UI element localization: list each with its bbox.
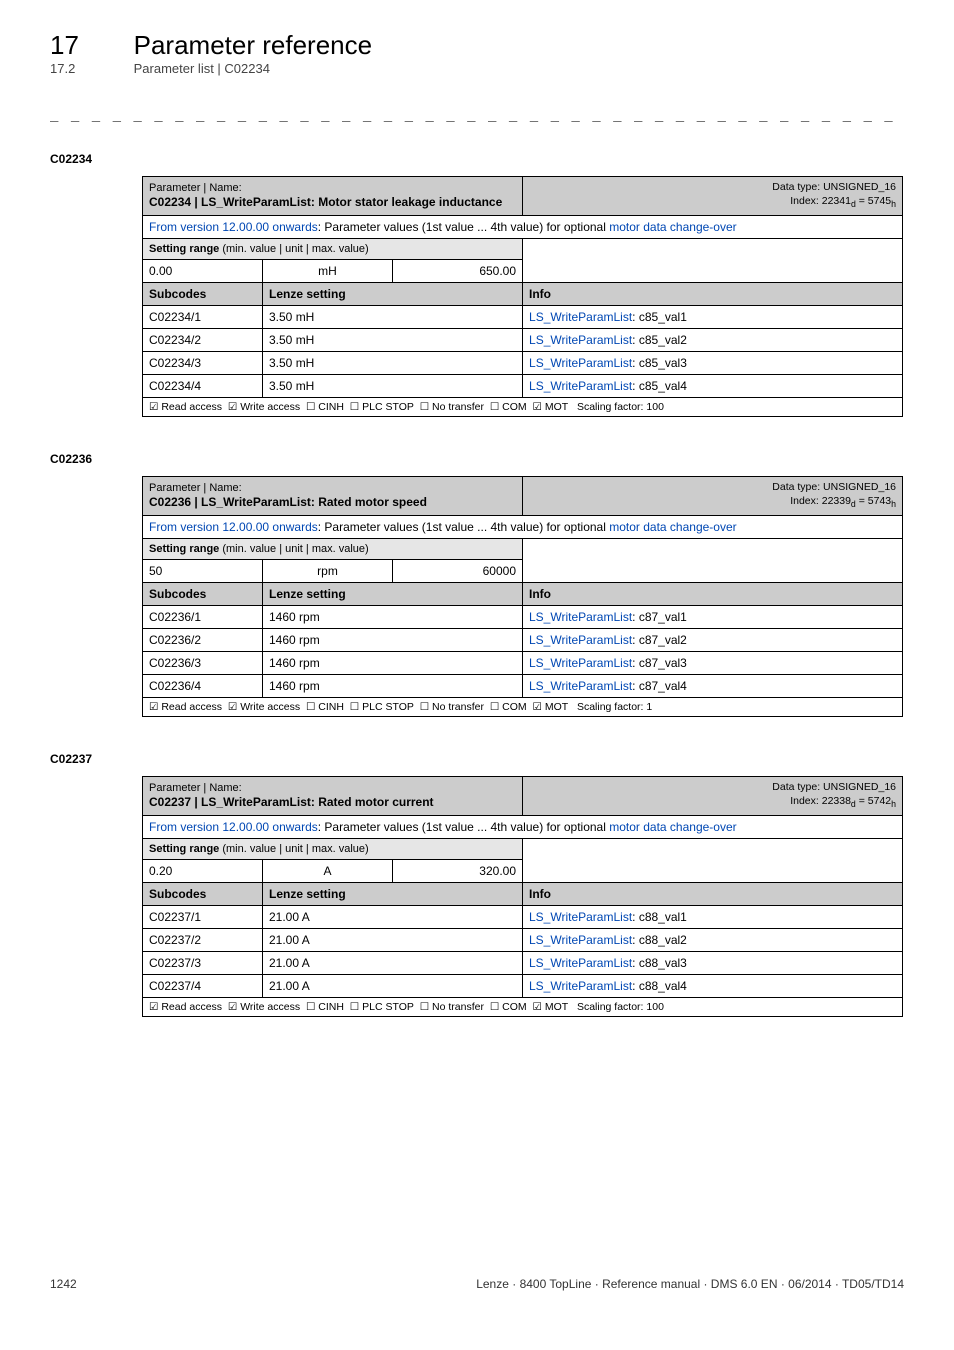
footer-doc-info: Lenze · 8400 TopLine · Reference manual … [476, 1277, 904, 1291]
subcode-cell: C02237/3 [143, 951, 263, 974]
lenze-setting-cell: 1460 rpm [263, 651, 523, 674]
lenze-setting-cell: 21.00 A [263, 905, 523, 928]
section-number: 17.2 [50, 61, 130, 76]
subcode-cell: C02236/1 [143, 605, 263, 628]
lenze-setting-cell: 3.50 mH [263, 351, 523, 374]
table-row: C02236/21460 rpmLS_WriteParamList: c87_v… [143, 628, 903, 651]
param-title-cell: Parameter | Name:C02234 | LS_WriteParamL… [143, 177, 523, 216]
setting-range-header: Setting range (min. value | unit | max. … [143, 838, 523, 859]
parameter-table: Parameter | Name:C02236 | LS_WriteParamL… [142, 476, 903, 717]
section-title: Parameter list | C02234 [134, 61, 270, 76]
info-cell: LS_WriteParamList: c85_val4 [523, 374, 903, 397]
subcodes-header: Subcodes [143, 582, 263, 605]
datatype-cell: Data type: UNSIGNED_16Index: 22338d = 57… [523, 776, 903, 815]
from-version-cell: From version 12.00.00 onwards: Parameter… [143, 515, 903, 538]
chapter-title: Parameter reference [134, 30, 372, 61]
lenze-header: Lenze setting [263, 282, 523, 305]
setting-range-blank [523, 538, 903, 582]
lenze-setting-cell: 1460 rpm [263, 605, 523, 628]
info-cell: LS_WriteParamList: c88_val2 [523, 928, 903, 951]
subcode-cell: C02234/1 [143, 305, 263, 328]
info-header: Info [523, 882, 903, 905]
lenze-setting-cell: 21.00 A [263, 974, 523, 997]
table-row: C02237/321.00 ALS_WriteParamList: c88_va… [143, 951, 903, 974]
info-header: Info [523, 282, 903, 305]
parameter-table: Parameter | Name:C02237 | LS_WriteParamL… [142, 776, 903, 1017]
subcodes-header: Subcodes [143, 882, 263, 905]
table-row: C02237/421.00 ALS_WriteParamList: c88_va… [143, 974, 903, 997]
range-max: 320.00 [393, 859, 523, 882]
section-code-heading: C02234 [50, 152, 904, 166]
page-header: 17 Parameter reference 17.2 Parameter li… [50, 30, 904, 76]
param-title-cell: Parameter | Name:C02236 | LS_WriteParamL… [143, 476, 523, 515]
info-cell: LS_WriteParamList: c85_val2 [523, 328, 903, 351]
table-row: C02236/31460 rpmLS_WriteParamList: c87_v… [143, 651, 903, 674]
table-row: C02236/41460 rpmLS_WriteParamList: c87_v… [143, 674, 903, 697]
lenze-setting-cell: 21.00 A [263, 928, 523, 951]
subcode-cell: C02237/1 [143, 905, 263, 928]
subcode-cell: C02237/2 [143, 928, 263, 951]
info-cell: LS_WriteParamList: c87_val3 [523, 651, 903, 674]
access-footer-cell: ☑ Read access ☑ Write access ☐ CINH ☐ PL… [143, 997, 903, 1016]
lenze-setting-cell: 21.00 A [263, 951, 523, 974]
subcodes-header: Subcodes [143, 282, 263, 305]
lenze-setting-cell: 1460 rpm [263, 674, 523, 697]
info-cell: LS_WriteParamList: c85_val1 [523, 305, 903, 328]
info-cell: LS_WriteParamList: c87_val1 [523, 605, 903, 628]
access-footer-cell: ☑ Read access ☑ Write access ☐ CINH ☐ PL… [143, 697, 903, 716]
info-header: Info [523, 582, 903, 605]
range-max: 60000 [393, 559, 523, 582]
subcode-cell: C02236/4 [143, 674, 263, 697]
subcode-cell: C02234/2 [143, 328, 263, 351]
info-cell: LS_WriteParamList: c87_val4 [523, 674, 903, 697]
lenze-setting-cell: 3.50 mH [263, 305, 523, 328]
lenze-setting-cell: 1460 rpm [263, 628, 523, 651]
datatype-cell: Data type: UNSIGNED_16Index: 22341d = 57… [523, 177, 903, 216]
page-footer: 1242 Lenze · 8400 TopLine · Reference ma… [50, 1277, 904, 1291]
range-min: 0.00 [143, 259, 263, 282]
table-row: C02236/11460 rpmLS_WriteParamList: c87_v… [143, 605, 903, 628]
subcode-cell: C02236/3 [143, 651, 263, 674]
range-unit: A [263, 859, 393, 882]
page-number: 1242 [50, 1277, 77, 1291]
dashed-separator: _ _ _ _ _ _ _ _ _ _ _ _ _ _ _ _ _ _ _ _ … [50, 106, 904, 122]
range-min: 0.20 [143, 859, 263, 882]
setting-range-header: Setting range (min. value | unit | max. … [143, 538, 523, 559]
range-unit: rpm [263, 559, 393, 582]
info-cell: LS_WriteParamList: c88_val3 [523, 951, 903, 974]
param-title-cell: Parameter | Name:C02237 | LS_WriteParamL… [143, 776, 523, 815]
info-cell: LS_WriteParamList: c87_val2 [523, 628, 903, 651]
table-row: C02234/13.50 mHLS_WriteParamList: c85_va… [143, 305, 903, 328]
subcode-cell: C02234/4 [143, 374, 263, 397]
lenze-setting-cell: 3.50 mH [263, 374, 523, 397]
range-max: 650.00 [393, 259, 523, 282]
subcode-cell: C02236/2 [143, 628, 263, 651]
setting-range-blank [523, 838, 903, 882]
parameter-table: Parameter | Name:C02234 | LS_WriteParamL… [142, 176, 903, 417]
subcode-cell: C02234/3 [143, 351, 263, 374]
table-row: C02237/221.00 ALS_WriteParamList: c88_va… [143, 928, 903, 951]
table-row: C02237/121.00 ALS_WriteParamList: c88_va… [143, 905, 903, 928]
from-version-cell: From version 12.00.00 onwards: Parameter… [143, 815, 903, 838]
chapter-number: 17 [50, 30, 130, 61]
from-version-cell: From version 12.00.00 onwards: Parameter… [143, 215, 903, 238]
subcode-cell: C02237/4 [143, 974, 263, 997]
lenze-header: Lenze setting [263, 582, 523, 605]
datatype-cell: Data type: UNSIGNED_16Index: 22339d = 57… [523, 476, 903, 515]
section-code-heading: C02237 [50, 752, 904, 766]
lenze-header: Lenze setting [263, 882, 523, 905]
range-unit: mH [263, 259, 393, 282]
info-cell: LS_WriteParamList: c88_val1 [523, 905, 903, 928]
table-row: C02234/43.50 mHLS_WriteParamList: c85_va… [143, 374, 903, 397]
access-footer-cell: ☑ Read access ☑ Write access ☐ CINH ☐ PL… [143, 397, 903, 416]
section-code-heading: C02236 [50, 452, 904, 466]
table-row: C02234/33.50 mHLS_WriteParamList: c85_va… [143, 351, 903, 374]
info-cell: LS_WriteParamList: c85_val3 [523, 351, 903, 374]
setting-range-header: Setting range (min. value | unit | max. … [143, 238, 523, 259]
table-row: C02234/23.50 mHLS_WriteParamList: c85_va… [143, 328, 903, 351]
lenze-setting-cell: 3.50 mH [263, 328, 523, 351]
setting-range-blank [523, 238, 903, 282]
info-cell: LS_WriteParamList: c88_val4 [523, 974, 903, 997]
range-min: 50 [143, 559, 263, 582]
